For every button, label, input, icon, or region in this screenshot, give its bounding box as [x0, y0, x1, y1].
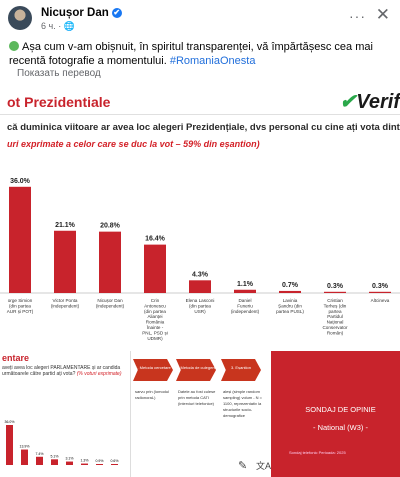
verifield-logo: ✔Verif: [340, 89, 400, 114]
chart-category-label-3: Crin Antonescu (din partea Alianței România Î…: [142, 298, 168, 341]
verified-badge-icon: ✔: [111, 8, 122, 18]
methodology-step-3: 3. Eșantion: [221, 359, 261, 381]
translate-image-icon[interactable]: 文A: [256, 461, 272, 471]
post-time[interactable]: 6 ч.: [41, 21, 56, 31]
mini-bar-3: [51, 459, 58, 465]
chart-value-label-5: 1.1%: [237, 281, 254, 288]
parliament-slide-thumb: entare aveți avea loc alegeri PARLAMENTA…: [0, 351, 131, 477]
chart-value-label-8: 0.3%: [372, 283, 389, 290]
cover-title: SONDAJ DE OPINIE: [305, 405, 376, 414]
chart-value-label-1: 21.1%: [55, 222, 76, 229]
author-avatar[interactable]: [8, 6, 32, 30]
chart-bar-0: [9, 186, 31, 293]
slide-title: ot Prezidentiale: [7, 94, 111, 110]
chart-value-label-6: 0.7%: [282, 282, 299, 289]
post-photo[interactable]: ot Prezidentiale ✔Verif că duminica viit…: [0, 83, 400, 477]
chart-category-label-2: Nicușor Dan (independent): [96, 298, 125, 308]
methodology-step-2: 2. Metoda de culegere: [176, 359, 216, 381]
parliament-slide-text: aveți avea loc alegeri PARLAMENTARE și a…: [2, 365, 128, 377]
chart-bar-1: [54, 230, 76, 293]
methodology-slide-thumb: 1. Metoda cercetare 2. Metoda de culeger…: [131, 351, 271, 477]
mini-bar-label-5: 1.3%: [81, 459, 89, 463]
poll-subtitle: uri exprimate a celor care se duc la vot…: [7, 139, 260, 149]
chart-bar-6: [279, 290, 301, 293]
parliament-question: aveți avea loc alegeri PARLAMENTARE și a…: [2, 365, 121, 377]
chart-category-label-8: Altcineva: [371, 298, 390, 303]
post-body: Așa cum v-am obișnuit, în spiritul trans…: [9, 41, 373, 67]
mini-bar-1: [21, 449, 28, 465]
chart-value-label-7: 0.3%: [327, 283, 344, 290]
slide-divider: [0, 114, 400, 115]
mini-bar-label-1: 13.9%: [20, 445, 30, 449]
chart-bar-7: [324, 291, 346, 293]
mini-bar-4: [66, 461, 73, 465]
mini-bar-label-6: 0.9%: [96, 459, 104, 463]
parliament-mini-chart: 36.0% 13.9% 7.4% 5.1% 3.1% 1.3% 0.9% 0.6%: [5, 420, 119, 465]
mini-bar-label-0: 36.0%: [5, 420, 15, 424]
cover-subtitle: - National (W3) -: [312, 423, 368, 432]
mini-bar-5: [81, 463, 88, 465]
post-text: Așa cum v-am obișnuit, în spiritul trans…: [9, 40, 393, 68]
magic-edit-icon[interactable]: ✎: [238, 460, 248, 472]
chart-category-label-1: Victor Ponta (independent): [51, 298, 80, 308]
logo-text: Verif: [356, 91, 400, 113]
chart-value-label-4: 4.3%: [192, 271, 209, 278]
chart-value-label-0: 36.0%: [10, 178, 31, 185]
hashtag-link[interactable]: #RomaniaOnesta: [169, 55, 256, 67]
chart-bar-2: [99, 231, 121, 293]
parliament-subtitle: (% voturi exprimate): [76, 371, 122, 377]
mini-bar-label-7: 0.6%: [111, 459, 119, 463]
methodology-desc-3: aleși (simple random sampling) volum - N…: [223, 389, 263, 418]
mini-bar-label-4: 3.1%: [66, 457, 74, 461]
post-header: Nicușor Dan ✔ 6 ч. · 🌐 ··· ✕: [0, 0, 400, 36]
check-logo-icon: ✔: [339, 91, 357, 113]
chart-value-label-3: 16.4%: [145, 236, 166, 243]
mini-bar-label-3: 5.1%: [51, 454, 59, 458]
globe-icon: 🌐: [63, 21, 75, 31]
more-options-icon[interactable]: ···: [349, 8, 366, 24]
parliament-slide-title: entare: [2, 353, 30, 363]
cover-note: Sondaj telefonic Perioada: 2025: [289, 450, 346, 455]
methodology-desc-1: sarvu prin (lomodul radionoraL): [135, 389, 170, 400]
poll-bar-chart: 36.0% orge Simion (din partea AUR și POT) 21…: [0, 178, 400, 341]
chart-bar-8: [369, 291, 391, 293]
chart-value-label-2: 20.8%: [100, 223, 121, 230]
chart-category-label-4: Elena Lasconi (din partea USR): [186, 298, 215, 314]
mini-bar-6: [96, 464, 103, 465]
chart-bar-3: [144, 244, 166, 293]
author-name[interactable]: Nicușor Dan: [41, 7, 109, 19]
chart-category-label-7: Cristian Terheș (din partea Partidul Naționa…: [322, 298, 347, 335]
cover-slide-thumb: SONDAJ DE OPINIE - National (W3) - Sonda…: [271, 351, 400, 477]
close-icon[interactable]: ✕: [375, 5, 390, 24]
mini-bar-label-2: 7.4%: [36, 452, 44, 456]
bottom-slides-strip: entare aveți avea loc alegeri PARLAMENTA…: [0, 351, 400, 477]
methodology-step-1: 1. Metoda cercetare: [133, 359, 173, 381]
mini-bar-7: [111, 464, 118, 465]
post-meta: 6 ч. · 🌐: [41, 21, 75, 31]
translate-link[interactable]: Показать перевод: [17, 68, 101, 79]
chart-category-label-5: Daniel Funeriu (independent): [231, 298, 260, 314]
mini-bar-0: [6, 425, 13, 465]
chart-category-label-6: Lavinia Șandru (din partea PUSL): [276, 298, 304, 314]
poll-question: că duminica viitoare ar avea loc alegeri…: [7, 122, 400, 133]
green-circle-icon: [9, 41, 19, 51]
chart-bar-5: [234, 289, 256, 293]
mini-bar-2: [36, 456, 43, 465]
chart-category-label-0: orge Simion (din partea AUR și POT): [7, 298, 34, 314]
chart-bar-4: [189, 280, 211, 293]
author-name-row[interactable]: Nicușor Dan ✔: [41, 7, 122, 19]
methodology-desc-2: Datele au fost culese prin metoda CATI (…: [178, 389, 216, 406]
